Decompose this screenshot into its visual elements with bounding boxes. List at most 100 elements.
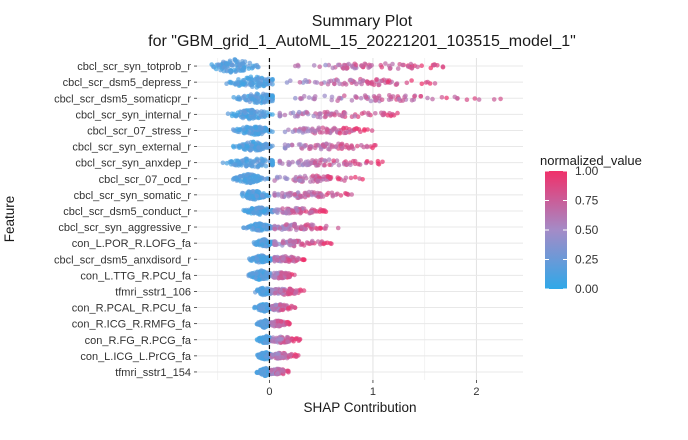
- shap-point: [256, 81, 262, 87]
- shap-point: [338, 193, 344, 198]
- shap-point: [352, 113, 358, 119]
- shap-point: [344, 125, 349, 131]
- shap-point: [380, 112, 386, 118]
- shap-point: [322, 158, 328, 163]
- shap-point: [292, 114, 298, 119]
- shap-point: [337, 176, 342, 181]
- shap-point: [291, 239, 296, 245]
- shap-point: [311, 113, 317, 119]
- shap-point: [275, 257, 280, 263]
- shap-point: [291, 338, 296, 344]
- shap-point: [250, 84, 255, 90]
- shap-point: [244, 143, 250, 149]
- shap-point: [385, 113, 391, 118]
- shap-point: [280, 190, 285, 196]
- shap-point: [275, 351, 280, 357]
- shap-point: [296, 129, 302, 134]
- shap-point: [276, 193, 281, 198]
- shap-point: [231, 111, 237, 117]
- shap-point: [301, 93, 307, 99]
- shap-point: [325, 240, 330, 246]
- y-tick-label: con_R.ICG_R.RMFG_fa: [72, 319, 192, 331]
- shap-point: [332, 112, 338, 118]
- shap-point: [247, 194, 252, 200]
- legend-tick-label: 0.75: [575, 194, 599, 208]
- y-tick-label: tfmri_sstr1_106: [115, 286, 191, 298]
- shap-point: [245, 125, 251, 130]
- shap-point: [344, 191, 349, 197]
- shap-point: [247, 130, 252, 136]
- shap-point: [337, 130, 343, 136]
- shap-point: [308, 146, 313, 151]
- shap-point: [272, 178, 277, 183]
- shap-point: [263, 354, 269, 360]
- shap-point: [242, 59, 248, 64]
- shap-point: [396, 96, 402, 102]
- shap-point: [259, 337, 264, 342]
- shap-point: [301, 126, 307, 132]
- shap-point: [221, 65, 226, 70]
- shap-point: [358, 129, 363, 134]
- shap-point: [262, 177, 268, 182]
- shap-point: [491, 97, 497, 102]
- shap-point: [321, 174, 326, 179]
- shap-point: [310, 238, 315, 244]
- shap-point: [282, 112, 288, 118]
- shap-point: [300, 257, 305, 262]
- shap-point: [290, 129, 296, 134]
- shap-point: [369, 63, 375, 68]
- shap-point: [364, 79, 370, 84]
- shap-point: [257, 269, 263, 274]
- shap-point: [312, 160, 318, 165]
- shap-point: [299, 225, 305, 230]
- shap-point: [368, 98, 374, 104]
- shap-point: [360, 78, 366, 83]
- shap-point: [329, 190, 335, 196]
- shap-point: [243, 164, 249, 169]
- shap-point: [322, 162, 328, 168]
- shap-point: [293, 63, 298, 69]
- shap-point: [316, 194, 321, 200]
- shap-point: [250, 116, 256, 121]
- shap-point: [247, 224, 252, 229]
- shap-point: [440, 64, 446, 69]
- shap-point: [277, 302, 283, 308]
- shap-point: [255, 221, 261, 227]
- shap-point: [262, 100, 267, 105]
- legend-title: normalized_value: [540, 153, 642, 168]
- shap-point: [211, 64, 217, 70]
- shap-point: [244, 172, 249, 178]
- shap-point: [354, 95, 360, 100]
- shap-point: [248, 110, 254, 116]
- shap-point: [270, 77, 275, 82]
- y-tick-label: cbcl_scr_dsm5_somaticpr_r: [54, 93, 191, 105]
- shap-point: [358, 95, 364, 101]
- shap-point: [315, 178, 320, 183]
- shap-point: [262, 128, 268, 133]
- shap-point: [314, 80, 320, 85]
- shap-point: [386, 97, 392, 102]
- y-tick-label: cbcl_scr_syn_internal_r: [75, 109, 191, 121]
- shap-point: [320, 125, 326, 131]
- shap-point: [336, 95, 342, 101]
- shap-point: [272, 192, 277, 198]
- shap-point: [250, 65, 256, 70]
- shap-point: [339, 145, 345, 151]
- shap-point: [274, 174, 280, 180]
- shap-point: [237, 97, 243, 102]
- y-tick-label: cbcl_scr_dsm5_conduct_r: [63, 206, 191, 218]
- shap-point: [362, 128, 367, 133]
- shap-point: [259, 193, 265, 199]
- shap-point: [295, 255, 301, 261]
- shap-point: [321, 241, 327, 247]
- shap-point: [292, 192, 298, 197]
- shap-point: [224, 81, 229, 86]
- shap-point: [293, 95, 298, 101]
- shap-point: [383, 61, 388, 66]
- shap-point: [370, 145, 375, 151]
- shap-point: [250, 271, 255, 276]
- shap-point: [298, 96, 303, 101]
- shap-point: [432, 81, 438, 86]
- shap-point: [260, 304, 265, 310]
- shap-point: [248, 92, 254, 97]
